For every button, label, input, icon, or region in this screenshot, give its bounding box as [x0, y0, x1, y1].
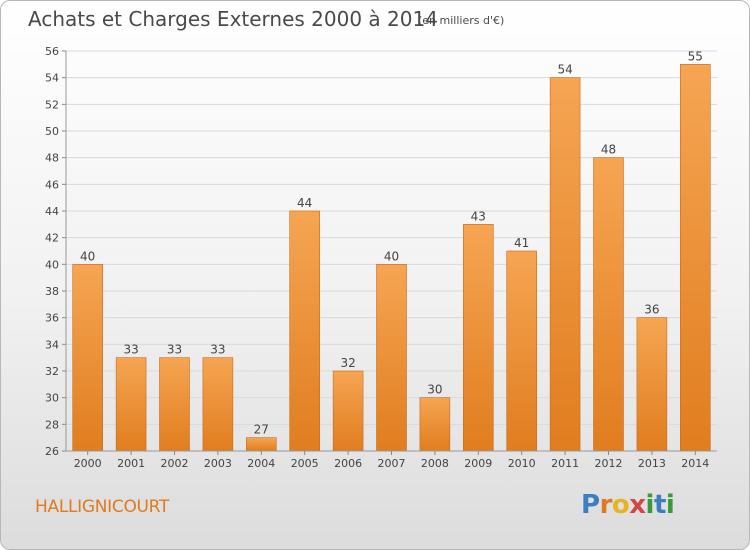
data-label-2008: 30 — [427, 383, 442, 397]
x-tick-label: 2000 — [74, 457, 102, 470]
data-label-2004: 27 — [254, 423, 269, 437]
bar-2005 — [289, 210, 320, 452]
y-tick-label: 44 — [45, 205, 59, 218]
bar-2004 — [246, 437, 277, 452]
y-tick-label: 30 — [45, 392, 59, 405]
x-tick-label: 2010 — [508, 457, 536, 470]
bar-2009 — [463, 224, 494, 452]
x-tick-label: 2004 — [247, 457, 275, 470]
y-tick-label: 48 — [45, 152, 59, 165]
bar-2012 — [593, 157, 624, 452]
x-tick-label: 2014 — [681, 457, 709, 470]
y-tick-label: 50 — [45, 125, 59, 138]
data-label-2005: 44 — [297, 196, 312, 210]
y-tick-label: 56 — [45, 45, 59, 58]
logo-letter: o — [611, 490, 630, 520]
x-tick-label: 2007 — [378, 457, 406, 470]
bar-2003 — [202, 357, 234, 452]
data-label-2000: 40 — [80, 249, 95, 263]
logo-letter: t — [653, 490, 666, 520]
bar-2014 — [680, 64, 711, 452]
data-label-2006: 32 — [340, 356, 355, 370]
y-tick-label: 28 — [45, 418, 59, 431]
x-tick-label: 2013 — [638, 457, 666, 470]
bar-2010 — [506, 250, 537, 452]
y-tick-label: 54 — [45, 72, 59, 85]
y-tick-label: 32 — [45, 365, 59, 378]
proxiti-logo: Proxiti — [581, 490, 675, 520]
data-label-2007: 40 — [384, 249, 399, 263]
logo-letter: P — [581, 490, 600, 520]
logo-letter: i — [645, 490, 655, 520]
data-label-2002: 33 — [167, 343, 182, 357]
y-tick-label: 42 — [45, 232, 59, 245]
data-label-2010: 41 — [514, 236, 529, 250]
x-tick-label: 2008 — [421, 457, 449, 470]
data-label-2013: 36 — [644, 303, 659, 317]
x-tick-label: 2003 — [204, 457, 232, 470]
logo-letter: x — [629, 490, 646, 520]
y-tick-label: 38 — [45, 285, 59, 298]
bar-2008 — [419, 397, 451, 452]
y-tick-label: 40 — [45, 258, 59, 271]
logo-letter: r — [599, 490, 613, 520]
data-label-2011: 54 — [557, 63, 572, 77]
x-tick-label: 2009 — [464, 457, 492, 470]
x-tick-label: 2002 — [161, 457, 189, 470]
x-tick-label: 2006 — [334, 457, 362, 470]
chart-title: Achats et Charges Externes 2000 à 2014 — [28, 7, 438, 31]
commune-name: HALLIGNICOURT — [35, 497, 170, 517]
data-label-2009: 43 — [471, 209, 486, 223]
bar-2013 — [636, 317, 668, 452]
bar-2002 — [159, 357, 190, 452]
y-tick-label: 34 — [45, 338, 59, 351]
bar-2007 — [376, 264, 407, 452]
bar-2000 — [72, 264, 103, 452]
x-tick-label: 2011 — [551, 457, 579, 470]
bar-2001 — [115, 357, 147, 452]
data-label-2014: 55 — [688, 49, 703, 63]
chart-subtitle: (en milliers d'€) — [418, 14, 505, 27]
bar-2006 — [332, 370, 364, 452]
bar-2011 — [549, 77, 581, 452]
data-label-2012: 48 — [601, 143, 616, 157]
data-label-2003: 33 — [210, 343, 225, 357]
logo-letter: i — [665, 490, 675, 520]
y-tick-label: 52 — [45, 98, 59, 111]
y-tick-label: 46 — [45, 178, 59, 191]
x-tick-label: 2012 — [595, 457, 623, 470]
x-tick-label: 2005 — [291, 457, 319, 470]
y-tick-label: 36 — [45, 312, 59, 325]
data-label-2001: 33 — [123, 343, 138, 357]
x-tick-label: 2001 — [117, 457, 145, 470]
y-tick-label: 26 — [45, 445, 59, 458]
